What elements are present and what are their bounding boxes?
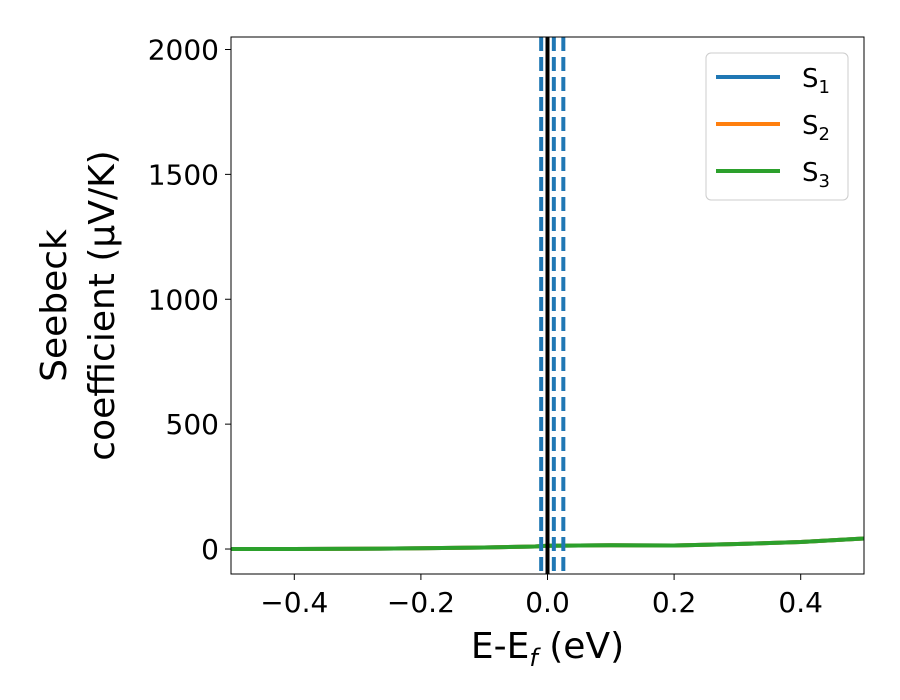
- legend-box: [705, 52, 849, 201]
- x-tick-label: 0.2: [652, 586, 697, 619]
- plot-area: [231, 37, 864, 574]
- x-axis-label: E-Ef (eV): [471, 626, 624, 672]
- x-tick-label: 0.4: [778, 586, 823, 619]
- y-tick-label: 2000: [148, 33, 219, 66]
- y-axis-label: Seebeck coefficient (μV/K): [34, 150, 123, 460]
- legend-label-3: S3: [802, 158, 830, 192]
- x-tick-label: −0.2: [387, 586, 455, 619]
- y-axis-ticks: 0 500 1000 1500 2000: [148, 33, 231, 566]
- x-tick-label: 0.0: [525, 586, 570, 619]
- y-tick-label: 1500: [148, 158, 219, 191]
- x-axis-label-unit: (eV): [538, 626, 624, 667]
- x-axis-ticks: −0.4 −0.2 0.0 0.2 0.4: [260, 574, 823, 619]
- legend-label-1: S1: [802, 64, 830, 98]
- x-axis-label-main: E-E: [471, 626, 529, 667]
- y-tick-label: 0: [201, 533, 219, 566]
- y-axis-label-line2: coefficient (μV/K): [82, 150, 123, 460]
- x-tick-label: −0.4: [260, 586, 328, 619]
- legend-label-2: S2: [802, 111, 830, 145]
- y-tick-label: 1000: [148, 283, 219, 316]
- y-tick-label: 500: [166, 408, 219, 441]
- y-axis-label-line1: Seebeck: [34, 229, 75, 382]
- legend: S1 S2 S3: [705, 52, 849, 201]
